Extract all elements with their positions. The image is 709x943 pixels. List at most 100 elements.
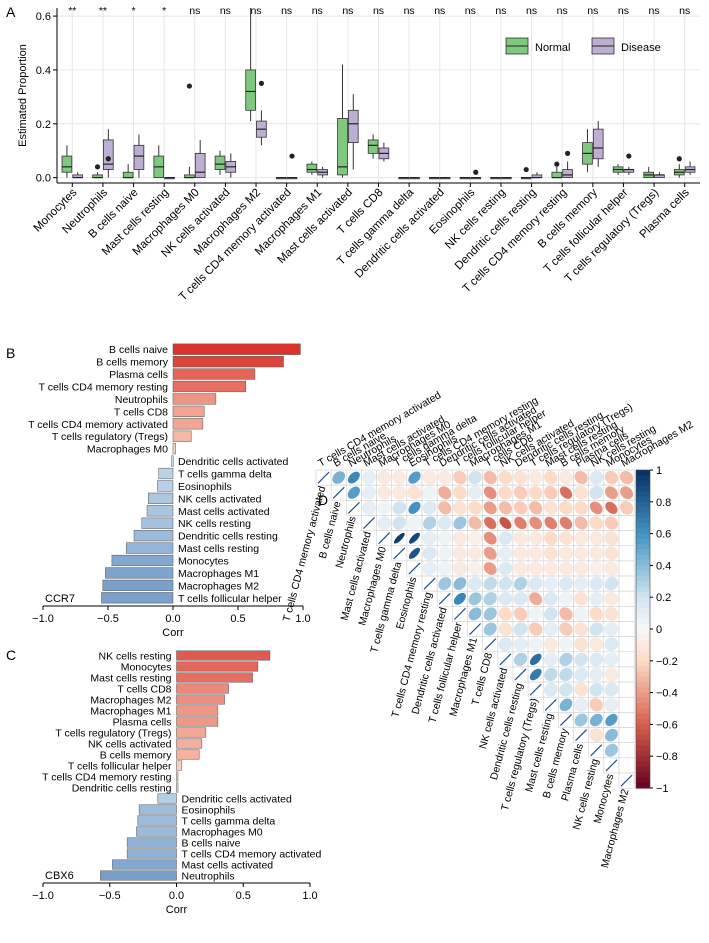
matrix-cell — [618, 545, 635, 562]
corr-ellipse — [574, 682, 588, 697]
box-disease — [439, 177, 451, 180]
box-disease — [592, 121, 604, 167]
corr-ellipse — [543, 561, 558, 576]
outlier-point — [626, 153, 632, 159]
x-tick-label: 0.0 — [169, 890, 184, 902]
diagonal-mark — [529, 683, 542, 696]
colorbar-segment — [636, 772, 650, 778]
corr-ellipse — [604, 682, 619, 697]
bar-category-label: T cells CD4 memory resting — [39, 382, 168, 394]
bar-category-label: Mast cells activated — [178, 506, 270, 518]
corr-bar — [100, 870, 177, 881]
corr-ellipse — [604, 591, 619, 606]
outlier-point — [473, 169, 479, 175]
corr-ellipse — [513, 561, 528, 576]
corr-ellipse — [559, 486, 573, 499]
colorbar-segment — [636, 586, 650, 593]
colorbar-segment — [636, 692, 650, 699]
corr-bar — [172, 443, 176, 455]
colorbar-segment — [636, 581, 650, 588]
diagonal-mark — [332, 486, 345, 499]
corr-ellipse — [589, 607, 604, 621]
bar-category-label: T cells follicular helper — [178, 593, 282, 605]
x-tick-label: 0.5 — [236, 890, 251, 902]
corr-ellipse — [589, 682, 604, 697]
corr-ellipse — [514, 516, 527, 530]
corr-ellipse — [468, 592, 482, 606]
corr-ellipse — [604, 486, 618, 500]
corr-ellipse — [468, 501, 482, 515]
corr-ellipse — [559, 607, 573, 621]
matrix-cell — [618, 621, 635, 637]
corr-ellipse — [574, 561, 589, 576]
corr-ellipse — [604, 622, 619, 637]
corr-bar — [146, 505, 174, 517]
corr-ellipse — [574, 606, 589, 621]
gene-label: CCR7 — [45, 593, 75, 605]
corr-ellipse — [513, 531, 528, 546]
bar-category-label: Monocytes — [121, 662, 172, 674]
corr-ellipse — [559, 682, 573, 697]
significance-label: ns — [587, 5, 598, 17]
panel-letter-b: B — [6, 345, 15, 361]
corr-ellipse — [498, 591, 513, 606]
box-normal — [429, 177, 440, 180]
corr-bar — [176, 650, 271, 661]
significance-label: ns — [495, 5, 506, 17]
diagonal-mark — [544, 698, 557, 711]
diagonal-mark — [620, 774, 633, 787]
corr-ellipse — [604, 743, 618, 757]
corr-ellipse — [422, 546, 437, 561]
corr-ellipse — [589, 728, 604, 742]
corr-ellipse — [529, 516, 543, 530]
colorbar-segment — [636, 682, 650, 688]
corr-ellipse — [513, 546, 528, 561]
bar-category-label: Plasma cells — [109, 369, 168, 381]
corr-ellipse — [589, 470, 604, 485]
colorbar-segment — [636, 554, 650, 561]
bar-category-label: Macrophages M1 — [178, 568, 259, 580]
colorbar-segment — [636, 777, 650, 784]
colorbar-segment — [636, 496, 650, 503]
legend-label-disease: Disease — [621, 42, 661, 54]
corr-ellipse — [483, 592, 497, 606]
colorbar-segment — [636, 607, 650, 614]
colorbar-segment — [636, 644, 650, 651]
corr-ellipse — [574, 531, 589, 546]
colorbar-segment — [636, 666, 650, 672]
significance-label: * — [132, 5, 136, 17]
matrix-cell — [618, 560, 635, 577]
bar-category-label: Macrophages M2 — [178, 580, 259, 592]
corr-ellipse — [513, 501, 528, 515]
matrix-cell — [618, 606, 635, 622]
corr-ellipse — [513, 622, 528, 636]
outlier-point — [94, 164, 101, 170]
x-tick-label: −1.0 — [32, 890, 54, 902]
corr-ellipse — [452, 546, 467, 561]
corr-ellipse — [574, 622, 588, 636]
corr-ellipse — [559, 622, 573, 636]
corr-ellipse — [483, 562, 497, 575]
corr-bar — [102, 579, 174, 591]
corr-ellipse — [574, 516, 588, 530]
corr-ellipse — [452, 561, 467, 576]
corr-ellipse — [438, 501, 452, 515]
corr-ellipse — [589, 698, 603, 712]
corr-ellipse — [604, 516, 619, 530]
box-disease — [531, 172, 543, 179]
matrix-cell — [618, 666, 635, 683]
box-disease — [256, 80, 267, 146]
colorbar-segment — [636, 708, 650, 715]
bar-category-label: T cells CD8 — [117, 684, 171, 696]
y-tick-label: 0.2 — [36, 119, 51, 131]
corr-ellipse — [544, 531, 558, 545]
diagonal-mark — [393, 547, 406, 560]
corr-ellipse — [392, 485, 407, 500]
box-iqr — [551, 171, 563, 179]
corr-bar — [176, 694, 225, 705]
colorbar-segment — [636, 750, 650, 757]
bar-category-label: Dendritic cells activated — [178, 456, 288, 468]
significance-label: ns — [434, 5, 445, 17]
corr-ellipse — [559, 652, 573, 666]
significance-label: ns — [649, 5, 660, 17]
